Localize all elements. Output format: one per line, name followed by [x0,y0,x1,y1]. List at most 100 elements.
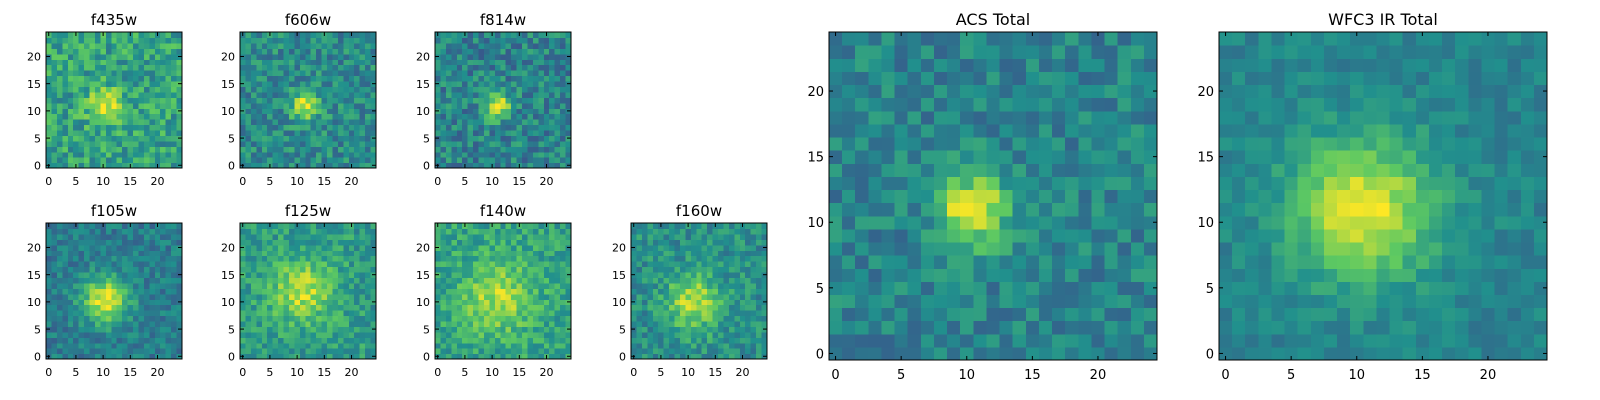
heatmap-cell [354,129,361,136]
heatmap-cell [305,271,312,278]
heatmap-cell [1065,320,1079,335]
heatmap-cell [652,348,659,355]
heatmap-cell [554,42,561,49]
heatmap-cell [690,310,697,317]
heatmap-cell [451,59,458,66]
heatmap-cell [56,239,63,246]
heatmap-cell [100,37,107,44]
heatmap-cell [712,244,719,251]
heatmap-cell [516,97,523,104]
heatmap-cell [62,119,69,126]
heatmap-cell [143,315,150,322]
heatmap-cell [728,266,735,273]
heatmap-cell [143,337,150,344]
heatmap-cell [500,129,507,136]
heatmap-cell [365,239,372,246]
heatmap-cell [116,277,123,284]
heatmap-cell [56,299,63,306]
heatmap-cell [560,157,567,164]
heatmap-cell [84,32,91,39]
heatmap-cell [756,244,763,251]
heatmap-cell [240,250,247,257]
heatmap-cell [365,119,372,126]
heatmap-cell [636,337,643,344]
heatmap-cell [46,157,53,164]
heatmap-cell [489,310,496,317]
heatmap-cell [734,233,741,240]
heatmap-cell [171,261,178,268]
heatmap-cell [674,277,681,284]
heatmap-cell [478,146,485,153]
heatmap-cell [445,282,452,289]
heatmap-cell [739,228,746,235]
heatmap-cell [283,266,290,273]
heatmap-cell [160,129,167,136]
heatmap-cell [679,288,686,295]
heatmap-cell [707,271,714,278]
heatmap-cell [456,261,463,268]
heatmap-cell [456,146,463,153]
heatmap-cell [105,129,112,136]
heatmap-cell [294,288,301,295]
heatmap-cell [707,293,714,300]
heatmap-cell [154,288,161,295]
heatmap-cell [116,135,123,142]
heatmap-cell [84,233,91,240]
heatmap-cell [154,86,161,93]
heatmap-cell [316,91,323,98]
heatmap-cell [641,228,648,235]
heatmap-cell [332,135,339,142]
heatmap-cell [712,233,719,240]
heatmap-cell [986,255,1001,269]
heatmap-cell [456,42,463,49]
heatmap-cell [256,157,263,164]
heatmap-cell [138,342,145,349]
heatmap-cell [337,64,344,71]
heatmap-cell [84,146,91,153]
heatmap-cell [78,80,85,87]
heatmap-cell [669,271,676,278]
heatmap-cell [674,337,681,344]
heatmap-cell [288,348,295,355]
heatmap-cell [267,80,274,87]
heatmap-cell [240,239,247,246]
heatmap-cell [500,277,507,284]
heatmap-cell [278,108,285,115]
heatmap-cell [272,129,279,136]
heatmap-cell [348,86,355,93]
heatmap-cell [46,37,53,44]
heatmap-cell [354,250,361,257]
heatmap-cell [73,331,80,338]
heatmap-cell [855,281,869,295]
heatmap-cell [111,223,118,230]
heatmap-cell [750,331,757,338]
heatmap-cell [67,348,74,355]
heatmap-cell [100,59,107,66]
heatmap-cell [999,333,1014,348]
heatmap-cell [947,228,961,243]
heatmap-cell [67,75,74,82]
heatmap-cell [560,244,567,251]
heatmap-cell [560,108,567,115]
heatmap-cell [489,129,496,136]
heatmap-cell [160,353,167,360]
heatmap-cell [631,233,638,240]
heatmap-cell [116,223,123,230]
heatmap-cell [94,42,101,49]
heatmap-cell [467,244,474,251]
heatmap-cell [272,342,279,349]
heatmap-cell [527,157,534,164]
heatmap-cell [332,129,339,136]
heatmap-cell [343,299,350,306]
heatmap-cell [94,353,101,360]
heatmap-cell [105,320,112,327]
heatmap-cell [478,239,485,246]
heatmap-cell [51,326,58,333]
heatmap-cell [288,59,295,66]
heatmap-cell [78,266,85,273]
heatmap-cell [67,353,74,360]
heatmap-cell [456,64,463,71]
heatmap-cell [532,86,539,93]
heatmap-cell [299,233,306,240]
heatmap-cell [111,299,118,306]
